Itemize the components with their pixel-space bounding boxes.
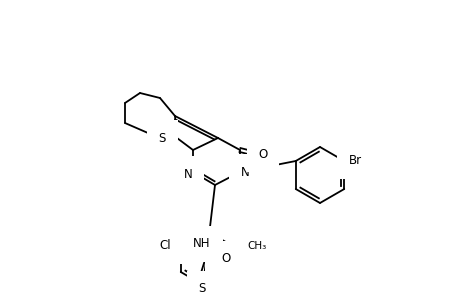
Text: N: N (240, 166, 249, 178)
Text: N: N (183, 167, 192, 181)
Text: Cl: Cl (159, 239, 170, 253)
Text: S: S (158, 131, 166, 145)
Text: NH: NH (193, 238, 210, 250)
Text: S: S (198, 283, 205, 296)
Text: CH₃: CH₃ (214, 263, 234, 273)
Text: O: O (258, 148, 267, 160)
Text: CH₃: CH₃ (246, 241, 266, 251)
Text: Br: Br (348, 154, 362, 167)
Text: O: O (221, 253, 230, 266)
